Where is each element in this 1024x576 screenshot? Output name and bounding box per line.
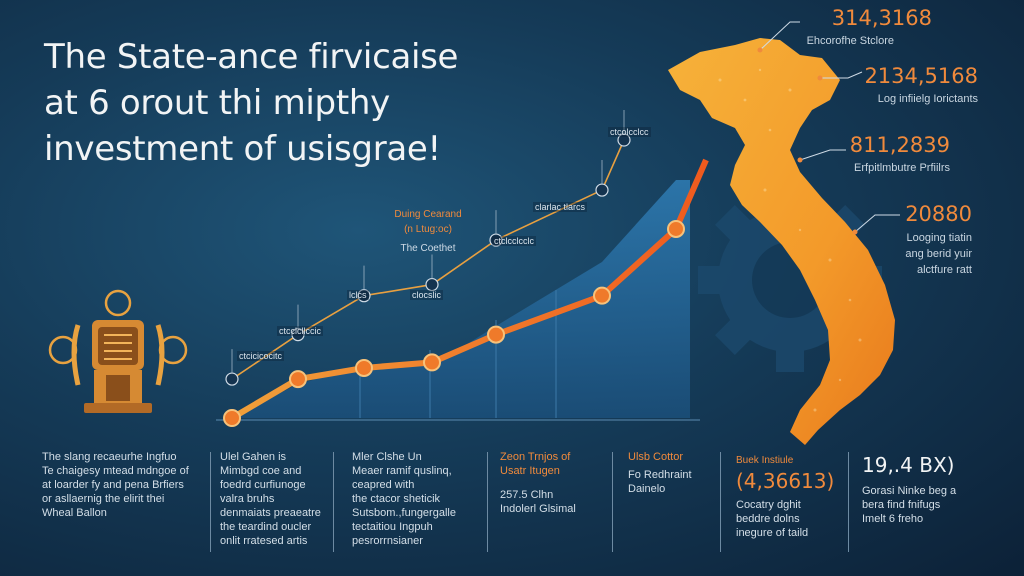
stat-3-label: Erfpitlmbutre Prfiilrs (854, 162, 950, 174)
col-1-line: at loarder fy and pena Brfiers (42, 479, 184, 491)
col-2-line: foedrd curfiunoge (220, 479, 306, 491)
bottom-column-7: 19,.4 BX) Gorasi Ninke beg a bera find f… (862, 450, 992, 526)
col-7-line: Gorasi Ninke beg a (862, 485, 957, 497)
bottom-column-3: Mler Clshe Un Meaer ramif quslinq, ceapr… (352, 450, 477, 548)
col-3-line: Meaer ramif quslinq, (352, 465, 452, 477)
stat-3: 811,2839 Erfpitlmbutre Prfiilrs (828, 133, 950, 176)
col-2-line: the teardind oucler (220, 521, 312, 533)
col-5-line: Dainelo (628, 483, 666, 495)
col-4-heading: Usatr Itugen (500, 465, 560, 477)
col-2-line: Mimbgd coe and (220, 465, 302, 477)
chart-label: lclcs (347, 290, 369, 300)
col-2-line: Ulel Gahen is (220, 451, 287, 463)
series-lower-line (223, 158, 709, 427)
col-3-line: ceapred with (352, 479, 415, 491)
col-7-value: 19,.4 BX) (862, 453, 955, 477)
col-4-line: Indolerl Glsimal (500, 503, 576, 515)
stat-4: 20880 Looging tiatin ang berid yuir alct… (880, 202, 972, 278)
series-lower-point (593, 286, 611, 305)
chart-label: ctclcclcclc (492, 236, 536, 246)
stat-3-value: 811,2839 (849, 133, 950, 157)
series-lower-point (289, 370, 307, 389)
chart-label: ctcolcclcc (608, 127, 651, 137)
chart-label: clocslic (410, 290, 444, 300)
stat-1-label: Ehcorofhe Stclore (806, 35, 894, 47)
col-7-line: Imelt 6 freho (862, 513, 924, 525)
series-lower-point (667, 219, 685, 238)
stat-4-value: 20880 (905, 202, 972, 226)
col-6-heading: Buek Instiule (736, 455, 794, 466)
col-6-line: Cocatry dghit (736, 499, 801, 511)
col-7-line: bera find fnifugs (862, 499, 941, 511)
col-6-value: (4,36613) (736, 469, 835, 493)
col-4-line: 257.5 Clhn (500, 489, 554, 501)
column-divider (720, 452, 721, 552)
stat-2-value: 2134,5168 (864, 64, 978, 88)
series-lower-point (355, 358, 373, 377)
stat-1-value: 314,3168 (831, 6, 932, 30)
stat-2-label: Log infiielg Iorictants (877, 93, 978, 105)
bottom-column-5: Ulsb Cottor Fo Redhraint Dainelo (628, 450, 718, 496)
column-divider (333, 452, 334, 552)
series-upper-point (225, 372, 239, 386)
col-1-line: or asllaernig the elirit thei (42, 493, 165, 505)
col-1-line: Te chaigesy mtead mdngoe of (42, 465, 189, 477)
title-line-3: investment of usisgrae! (44, 129, 441, 169)
column-divider (487, 452, 488, 552)
col-2-line: denmaiats preaeatre (220, 507, 321, 519)
map-texture (718, 68, 862, 412)
col-2-line: valra bruhs (220, 493, 275, 505)
bottom-column-6: Buek Instiule (4,36613) Cocatry dghit be… (736, 450, 846, 540)
stat-1: 314,3168 Ehcorofhe Stclore (792, 6, 932, 49)
col-1-line: Wheal Ballon (42, 507, 107, 519)
chart-label: ctcclcllccic (277, 326, 323, 336)
series-lower-path (230, 158, 709, 421)
col-1-line: The slang recaeurhe Ingfuo (42, 451, 177, 463)
series-upper-point (425, 277, 439, 292)
chart-label: clarlac tlarcs (533, 202, 588, 212)
map-shape (668, 38, 895, 445)
series-lower-point (423, 353, 441, 372)
bottom-column-4: Zeon Trnjos of Usatr Itugen 257.5 Clhn I… (500, 450, 600, 516)
col-3-line: pesrorrnsianer (352, 535, 423, 547)
map-connectors (759, 21, 900, 233)
col-4-heading: Zeon Trnjos of (500, 451, 571, 463)
map-connector-dots (757, 47, 858, 235)
callout-line-1: Duing Cearand (394, 209, 462, 220)
col-3-line: the ctacor sheticik (352, 493, 441, 505)
series-lower-point (223, 409, 241, 427)
callout-line-2: (n Ltug:oc) (404, 224, 452, 235)
title-line-1: The State-ance firvicaise (44, 37, 459, 77)
series-upper-line (225, 110, 631, 386)
title-line-2: at 6 orout thi mipthy (44, 83, 390, 123)
chart-label: ctcicicocitc (237, 351, 285, 361)
stat-2: 2134,5168 Log infiielg Iorictants (830, 64, 978, 107)
col-5-line: Fo Redhraint (628, 469, 692, 481)
col-2-line: onlit rratesed artis (220, 535, 308, 547)
series-lower-point (487, 325, 505, 344)
col-5-heading: Ulsb Cottor (628, 451, 684, 463)
col-3-line: tectaitiou Ingpuh (352, 521, 433, 533)
col-3-line: Mler Clshe Un (352, 451, 422, 463)
col-6-line: beddre dolns (736, 513, 800, 525)
bottom-column-1: The slang recaeurhe Ingfuo Te chaigesy m… (42, 450, 202, 520)
stat-4-label-1: Looging tiatin (906, 232, 972, 244)
series-upper-point (595, 183, 609, 197)
col-6-line: inegure of taild (736, 527, 809, 539)
stat-4-label-3: alctfure ratt (916, 264, 972, 276)
col-3-line: Sutsbom.,fungergalle (352, 507, 456, 519)
bottom-column-2: Ulel Gahen is Mimbgd coe and foedrd curf… (220, 450, 330, 548)
column-divider (612, 452, 613, 552)
page-title: The State-ance firvicaise at 6 orout thi… (44, 34, 504, 172)
callout-line-3: The Coethet (400, 243, 456, 254)
chart-callout: Duing Cearand (n Ltug:oc) The Coethet (378, 207, 478, 256)
stat-4-label-2: ang berid yuir (905, 248, 972, 260)
column-divider (848, 452, 849, 552)
column-divider (210, 452, 211, 552)
emblem-icon (48, 289, 188, 413)
